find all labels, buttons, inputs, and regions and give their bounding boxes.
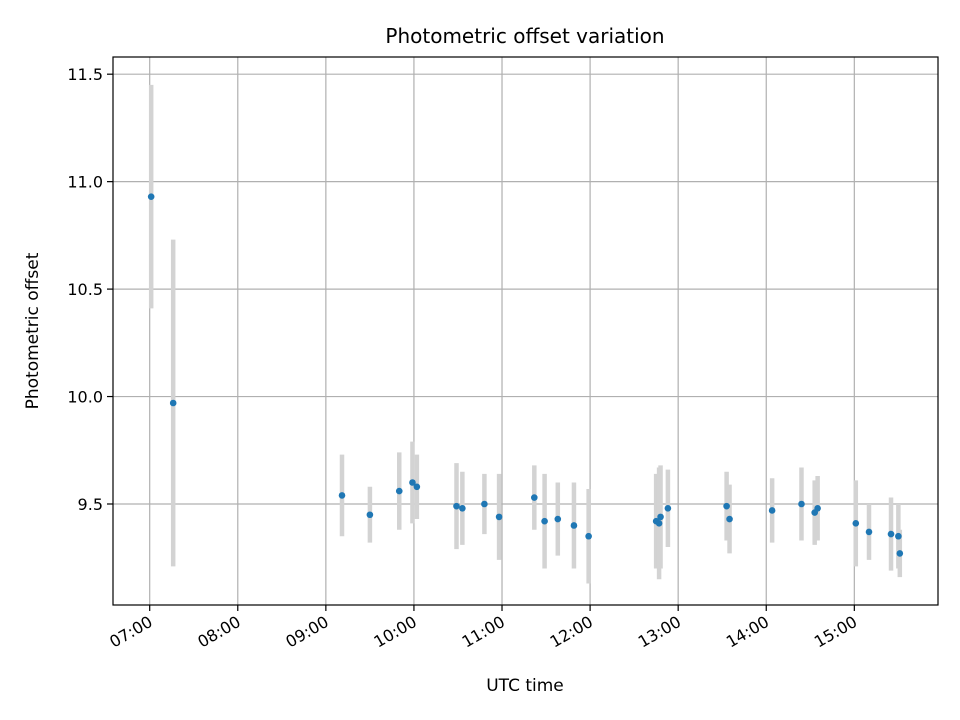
x-tick-label-1: 08:00	[194, 612, 243, 652]
y-axis-ticks: 9.5 10.0 10.5 11.0 11.5	[67, 65, 113, 514]
data-point-1	[169, 399, 177, 407]
data-point-21	[726, 515, 733, 523]
data-point-7	[453, 502, 460, 510]
data-point-22	[768, 507, 776, 514]
data-point-15	[585, 532, 592, 540]
grid	[113, 57, 938, 605]
data-point-17	[655, 520, 663, 527]
data-point-11	[531, 494, 538, 501]
data-point-10	[495, 513, 503, 521]
data-point-0	[147, 193, 155, 200]
x-tick-label-3: 10:00	[371, 612, 420, 652]
x-tick-label-6: 13:00	[635, 612, 684, 652]
x-tick-label-8: 15:00	[811, 612, 860, 652]
data-point-3	[366, 511, 374, 519]
x-tick-label-4: 11:00	[459, 612, 508, 652]
data-point-9	[481, 500, 488, 508]
error-bars	[148, 84, 903, 584]
y-tick-label-2: 10.5	[67, 280, 103, 299]
plot-area-frame	[112, 56, 939, 606]
x-tick-label-0: 07:00	[106, 612, 155, 652]
data-point-18	[657, 513, 664, 521]
data-point-23	[798, 500, 805, 508]
data-point-20	[723, 502, 730, 510]
data-point-14	[570, 522, 578, 529]
x-tick-label-2: 09:00	[282, 612, 331, 652]
data-points	[147, 193, 904, 557]
data-point-13	[554, 515, 562, 523]
y-tick-label-4: 11.5	[67, 65, 103, 84]
x-axis-title: UTC time	[486, 676, 564, 696]
data-point-30	[896, 550, 904, 557]
data-point-28	[887, 530, 895, 538]
data-point-5	[409, 479, 416, 486]
y-tick-label-3: 11.0	[67, 173, 103, 192]
x-tick-label-7: 14:00	[723, 612, 772, 652]
data-point-25	[814, 504, 821, 512]
data-point-2	[338, 492, 346, 499]
data-point-8	[459, 504, 466, 512]
y-tick-label-1: 10.0	[67, 388, 103, 407]
x-axis-ticks: 07:00 08:00 09:00 10:00 11:00 12:00 13:00 14:00…	[106, 605, 860, 652]
data-point-27	[865, 528, 873, 536]
data-point-26	[852, 520, 860, 527]
data-point-19	[664, 504, 672, 512]
x-tick-label-5: 12:00	[547, 612, 596, 652]
y-tick-label-0: 9.5	[78, 495, 103, 514]
y-axis-title: Photometric offset	[23, 252, 43, 409]
data-point-12	[541, 517, 548, 525]
data-point-4	[395, 487, 403, 495]
chart-title: Photometric offset variation	[385, 24, 664, 48]
data-point-29	[895, 532, 902, 540]
data-point-6	[413, 483, 421, 491]
